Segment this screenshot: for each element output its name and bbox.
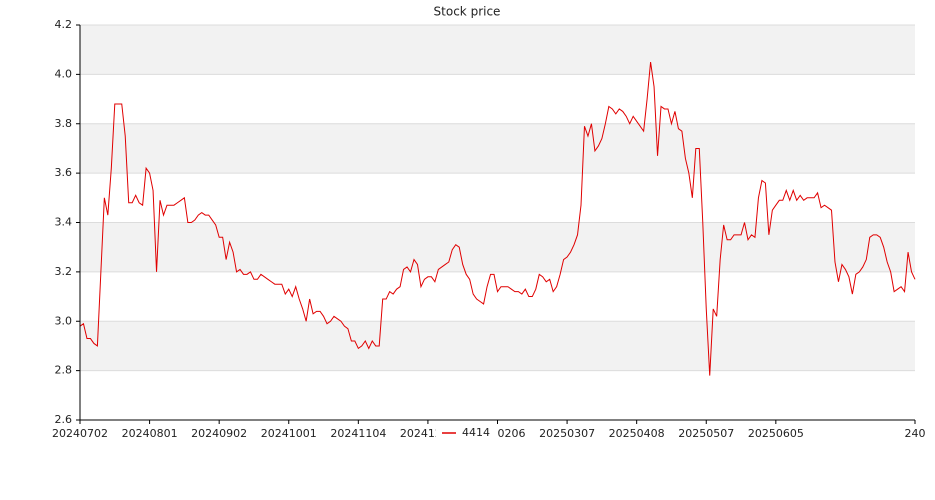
x-tick-label: 20250605 (748, 427, 804, 440)
y-tick-label: 2.8 (55, 364, 73, 377)
y-tick-label: 3.4 (55, 216, 73, 229)
y-tick-label: 4.2 (55, 18, 73, 31)
x-tick-label: 20250408 (609, 427, 665, 440)
y-tick-label: 3.2 (55, 265, 73, 278)
y-tick-label: 2.6 (55, 413, 73, 426)
grid-band (80, 321, 915, 371)
x-tick-label: 20241104 (330, 427, 386, 440)
y-tick-label: 3.6 (55, 166, 73, 179)
grid-band (80, 25, 915, 75)
x-tick-label: 20250507 (678, 427, 734, 440)
y-tick-label: 3.0 (55, 314, 73, 327)
legend-label: 4414 (462, 426, 490, 439)
x-tick-label: 20250307 (539, 427, 595, 440)
x-tick-label: 20240702 (52, 427, 108, 440)
legend-box (436, 424, 498, 442)
chart-title: Stock price (434, 5, 501, 19)
grid-band (80, 222, 915, 272)
x-tick-label: 240 (905, 427, 926, 440)
grid-band (80, 123, 915, 174)
x-tick-label: 20241001 (261, 427, 317, 440)
x-tick-label: 20240801 (122, 427, 178, 440)
y-tick-label: 3.8 (55, 117, 73, 130)
line-series (79, 61, 916, 376)
x-tick-label: 20240902 (191, 427, 247, 440)
y-tick-label: 4.0 (55, 67, 73, 80)
